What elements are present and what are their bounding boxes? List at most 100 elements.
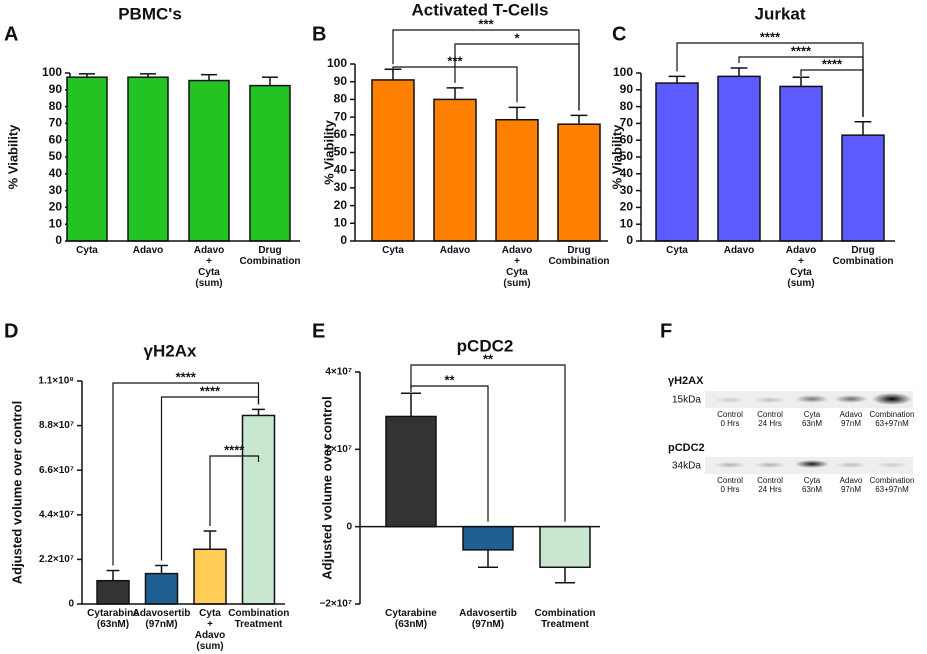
y-tick-label: 10	[334, 215, 348, 229]
label-box: Adavosertib (97nM)	[132, 608, 191, 630]
significance-label: **	[483, 351, 494, 366]
y-tick-label: 60	[49, 132, 63, 146]
label-box: Control 24 Hrs	[757, 476, 783, 494]
lane-label: Combination 63+97nM	[869, 410, 915, 428]
bar	[779, 85, 823, 242]
x-tick-label: Adavosertib (97nM)	[132, 608, 191, 630]
lane-label: Combination 63+97nM	[869, 476, 915, 494]
label-box: Adavo	[723, 245, 755, 256]
blot-band	[714, 397, 746, 403]
label-box: Adavo + Cyta (sum)	[193, 245, 225, 289]
y-tick-label: 8.8×10⁷	[39, 420, 74, 431]
y-tick-label: 100	[613, 65, 633, 79]
panel-letter: B	[312, 23, 326, 45]
lane-label: Control 0 Hrs	[717, 410, 743, 428]
x-tick-label: Adavo + Cyta (sum)	[193, 245, 225, 289]
bar	[655, 82, 699, 242]
label-box: Adavo + Cyta (sum)	[785, 245, 817, 289]
label-box: Adavosertib (97nM)	[459, 608, 517, 630]
y-tick-label: 20	[334, 198, 348, 212]
x-tick-label: Combination Treatment	[534, 608, 596, 630]
x-tick-label: Cyta	[76, 245, 98, 256]
significance-bracket	[112, 382, 260, 566]
label-box: Cytarabine (63nM)	[385, 608, 437, 630]
label-box: Adavo 97nM	[840, 410, 863, 428]
significance-label: *	[514, 30, 520, 45]
blot-band	[872, 393, 912, 405]
y-tick-label: 50	[620, 149, 634, 163]
bar	[193, 548, 227, 605]
y-tick-label: 40	[620, 166, 634, 180]
x-tick-label: Adavo + Cyta (sum)	[785, 245, 817, 289]
bar	[462, 525, 514, 551]
lane-label: Cyta 63nM	[801, 410, 822, 428]
y-tick-label: 0	[340, 233, 347, 247]
label-box: Drug Combination	[239, 245, 300, 267]
panel-letter: A	[4, 23, 18, 45]
label-box: Cyta	[76, 245, 98, 256]
panel-letter: D	[4, 320, 18, 342]
chart-title: Activated T-Cells	[412, 0, 549, 19]
label-box: Control 0 Hrs	[717, 476, 743, 494]
blot-band	[714, 462, 746, 468]
label-box: Drug Combination	[832, 245, 893, 267]
label-box: Cyta 63nM	[802, 476, 822, 494]
blot-band	[795, 395, 829, 403]
bar	[539, 525, 591, 569]
bar	[433, 98, 477, 242]
y-tick-label: 60	[334, 127, 348, 141]
significance-bracket	[676, 42, 864, 117]
y-tick-label: 50	[334, 145, 348, 159]
x-tick-label: Adavo	[723, 245, 755, 256]
panel-letter: C	[612, 23, 626, 45]
lane-label: Adavo 97nM	[839, 476, 863, 494]
bar	[66, 76, 108, 242]
chart-title: PBMC's	[118, 4, 182, 23]
protein-label: γH2AX	[668, 375, 704, 387]
y-tick-label: 0	[68, 599, 74, 610]
chart-title: γH2Ax	[144, 341, 197, 360]
chart-title: Jurkat	[754, 4, 805, 23]
blot-panel: F γH2AX 15kDa pCDC2 34kDa	[660, 320, 913, 474]
y-tick-label: 2.2×10⁷	[39, 554, 74, 565]
y-tick-label: 70	[334, 109, 348, 123]
bar	[841, 134, 885, 242]
bar	[717, 75, 761, 242]
bar	[249, 84, 291, 242]
label-box: Control 24 Hrs	[757, 410, 783, 428]
blot-band	[754, 397, 786, 403]
x-tick-label: Drug Combination	[548, 245, 610, 267]
label-box: Cyta	[666, 245, 688, 256]
y-tick-label: 90	[49, 82, 63, 96]
y-tick-label: 90	[620, 82, 634, 96]
label-box: Adavo 97nM	[839, 476, 863, 494]
x-tick-label: Adavo + Cyta (sum)	[501, 245, 533, 289]
y-axis-label: % Viability	[5, 124, 20, 190]
significance-bracket	[454, 43, 580, 111]
x-tick-label: Adavo	[439, 245, 471, 256]
y-tick-label: 80	[49, 99, 63, 113]
significance-bracket	[392, 29, 580, 111]
y-axis-label: % Viability	[609, 124, 624, 190]
label-box: Adavo	[133, 245, 164, 256]
y-tick-label: 0	[626, 233, 633, 247]
lane-label: Control 24 Hrs	[757, 410, 783, 428]
y-tick-label: 50	[49, 149, 63, 163]
significance-label: ****	[760, 29, 781, 44]
blot-band	[754, 462, 786, 468]
blot-band	[834, 395, 868, 403]
y-axis-label: Adjusted volume over control	[319, 396, 334, 579]
y-axis-label: % Viability	[321, 119, 336, 185]
bar	[557, 123, 601, 242]
bar	[495, 119, 539, 242]
bar	[385, 415, 437, 528]
label-box: Combination 63+97nM	[869, 476, 915, 494]
y-tick-label: 0	[346, 521, 352, 532]
size-label: 15kDa	[672, 395, 701, 406]
significance-bracket	[392, 66, 518, 103]
label-box: Combination 63+97nM	[869, 410, 915, 428]
significance-bracket	[800, 69, 864, 117]
panel-letter: F	[660, 320, 672, 342]
protein-label: pCDC2	[668, 442, 705, 454]
